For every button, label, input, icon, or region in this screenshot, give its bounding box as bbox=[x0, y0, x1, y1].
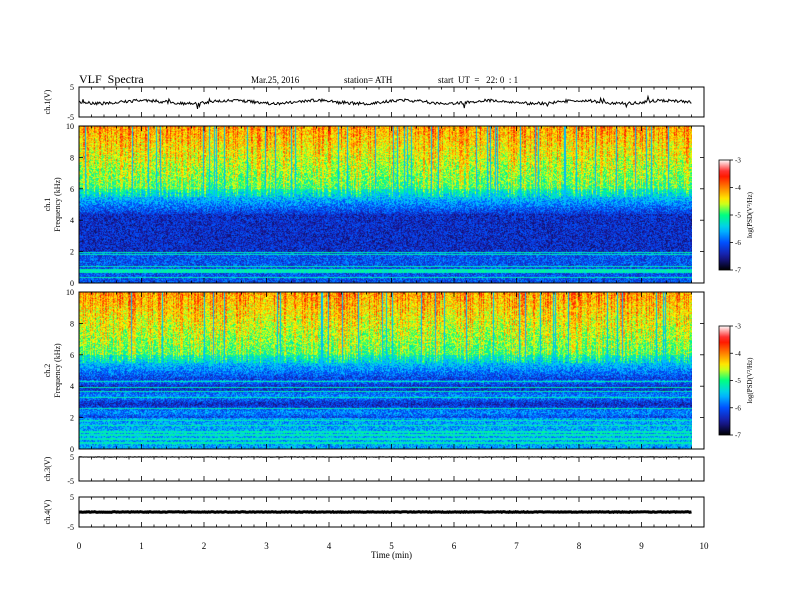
colorbar-1-tick-label: -3 bbox=[735, 157, 741, 165]
x-tick-label: 5 bbox=[389, 541, 394, 551]
colorbar-2-tick-label: -3 bbox=[735, 323, 741, 331]
colorbar-1-tick-label: -7 bbox=[735, 267, 741, 275]
x-tick-label: 9 bbox=[639, 541, 644, 551]
ch2-spectrogram-panel-ytick-label: 8 bbox=[70, 319, 74, 328]
x-tick-label: 2 bbox=[202, 541, 207, 551]
ch3-waveform-panel-ytick-label: 5 bbox=[70, 453, 74, 462]
ch1-frequency-ylabel: Frequency (kHz) bbox=[53, 177, 62, 232]
x-tick-label: 4 bbox=[327, 541, 332, 551]
ch4-ylabel: ch.4(V) bbox=[43, 499, 52, 524]
x-tick-label: 0 bbox=[77, 541, 82, 551]
colorbar-2-tick-label: -5 bbox=[735, 377, 741, 385]
ch1-spectrogram-panel-ytick-label: 8 bbox=[70, 153, 74, 162]
start-time-label: start UT = 22: 0 : 1 bbox=[438, 75, 519, 85]
ch2-spectrogram-panel-ytick-label: 10 bbox=[66, 288, 74, 297]
ch1-spectrogram-panel-ytick-label: 10 bbox=[66, 122, 74, 131]
colorbar-1-tick-label: -5 bbox=[735, 212, 741, 220]
ch1-waveform-panel-ytick-label: 5 bbox=[70, 83, 74, 92]
x-tick-label: 3 bbox=[264, 541, 269, 551]
station-label: station= ATH bbox=[344, 75, 393, 85]
colorbar-2-label: log(PSD(V²/Hz) bbox=[746, 357, 754, 404]
ch3-ylabel: ch.3(V) bbox=[43, 456, 52, 481]
ch4-waveform-line bbox=[79, 509, 692, 515]
x-axis-label: Time (min) bbox=[371, 550, 412, 560]
colorbar-1-tick-label: -6 bbox=[735, 239, 741, 247]
ch2-channel-label: ch.2 bbox=[43, 364, 52, 378]
date-label: Mar.25, 2016 bbox=[251, 75, 300, 85]
colorbar-1-tick-label: -4 bbox=[735, 184, 741, 192]
colorbar-2-tick-label: -6 bbox=[735, 404, 741, 412]
ch1-ylabel: ch.1(V) bbox=[43, 89, 52, 114]
ch1-waveform-line bbox=[78, 94, 692, 110]
ch1-spectrogram-image bbox=[79, 126, 692, 283]
ch4-waveform-panel-ytick-label: -5 bbox=[67, 523, 74, 532]
ch1-spectrogram-panel-ytick-label: 4 bbox=[70, 216, 74, 225]
x-tick-label: 6 bbox=[452, 541, 457, 551]
ch2-spectrogram-image bbox=[79, 292, 692, 449]
ch3-waveform-panel-ytick-label: -5 bbox=[67, 477, 74, 486]
ch4-waveform-panel-ytick-label: 5 bbox=[70, 493, 74, 502]
ch2-spectrogram-panel-ytick-label: 0 bbox=[70, 445, 74, 454]
figure-title: VLF Spectra bbox=[79, 72, 144, 86]
x-tick-label: 10 bbox=[700, 541, 710, 551]
ch1-spectrogram-panel-ytick-label: 2 bbox=[70, 248, 74, 257]
colorbar-1-label: log(PSD(V²/Hz) bbox=[746, 191, 754, 238]
ch1-spectrogram-panel-ytick-label: 0 bbox=[70, 279, 74, 288]
ch2-spectrogram-panel-ytick-label: 4 bbox=[70, 382, 74, 391]
colorbar-2-tick-label: -4 bbox=[735, 350, 741, 358]
ch1-waveform-panel-ytick-label: -5 bbox=[67, 113, 74, 122]
ch2-spectrogram-panel-ytick-label: 6 bbox=[70, 351, 74, 360]
ch1-spectrogram-panel-ytick-label: 6 bbox=[70, 185, 74, 194]
colorbar-2-tick-label: -7 bbox=[735, 432, 741, 440]
x-tick-label: 7 bbox=[514, 541, 519, 551]
ch2-frequency-ylabel: Frequency (kHz) bbox=[53, 343, 62, 398]
colorbar-1 bbox=[718, 159, 731, 271]
ch2-spectrogram-panel-ytick-label: 2 bbox=[70, 414, 74, 423]
colorbar-2 bbox=[718, 325, 731, 436]
x-tick-label: 1 bbox=[139, 541, 144, 551]
ch1-channel-label: ch.1 bbox=[43, 198, 52, 212]
x-tick-label: 8 bbox=[577, 541, 582, 551]
